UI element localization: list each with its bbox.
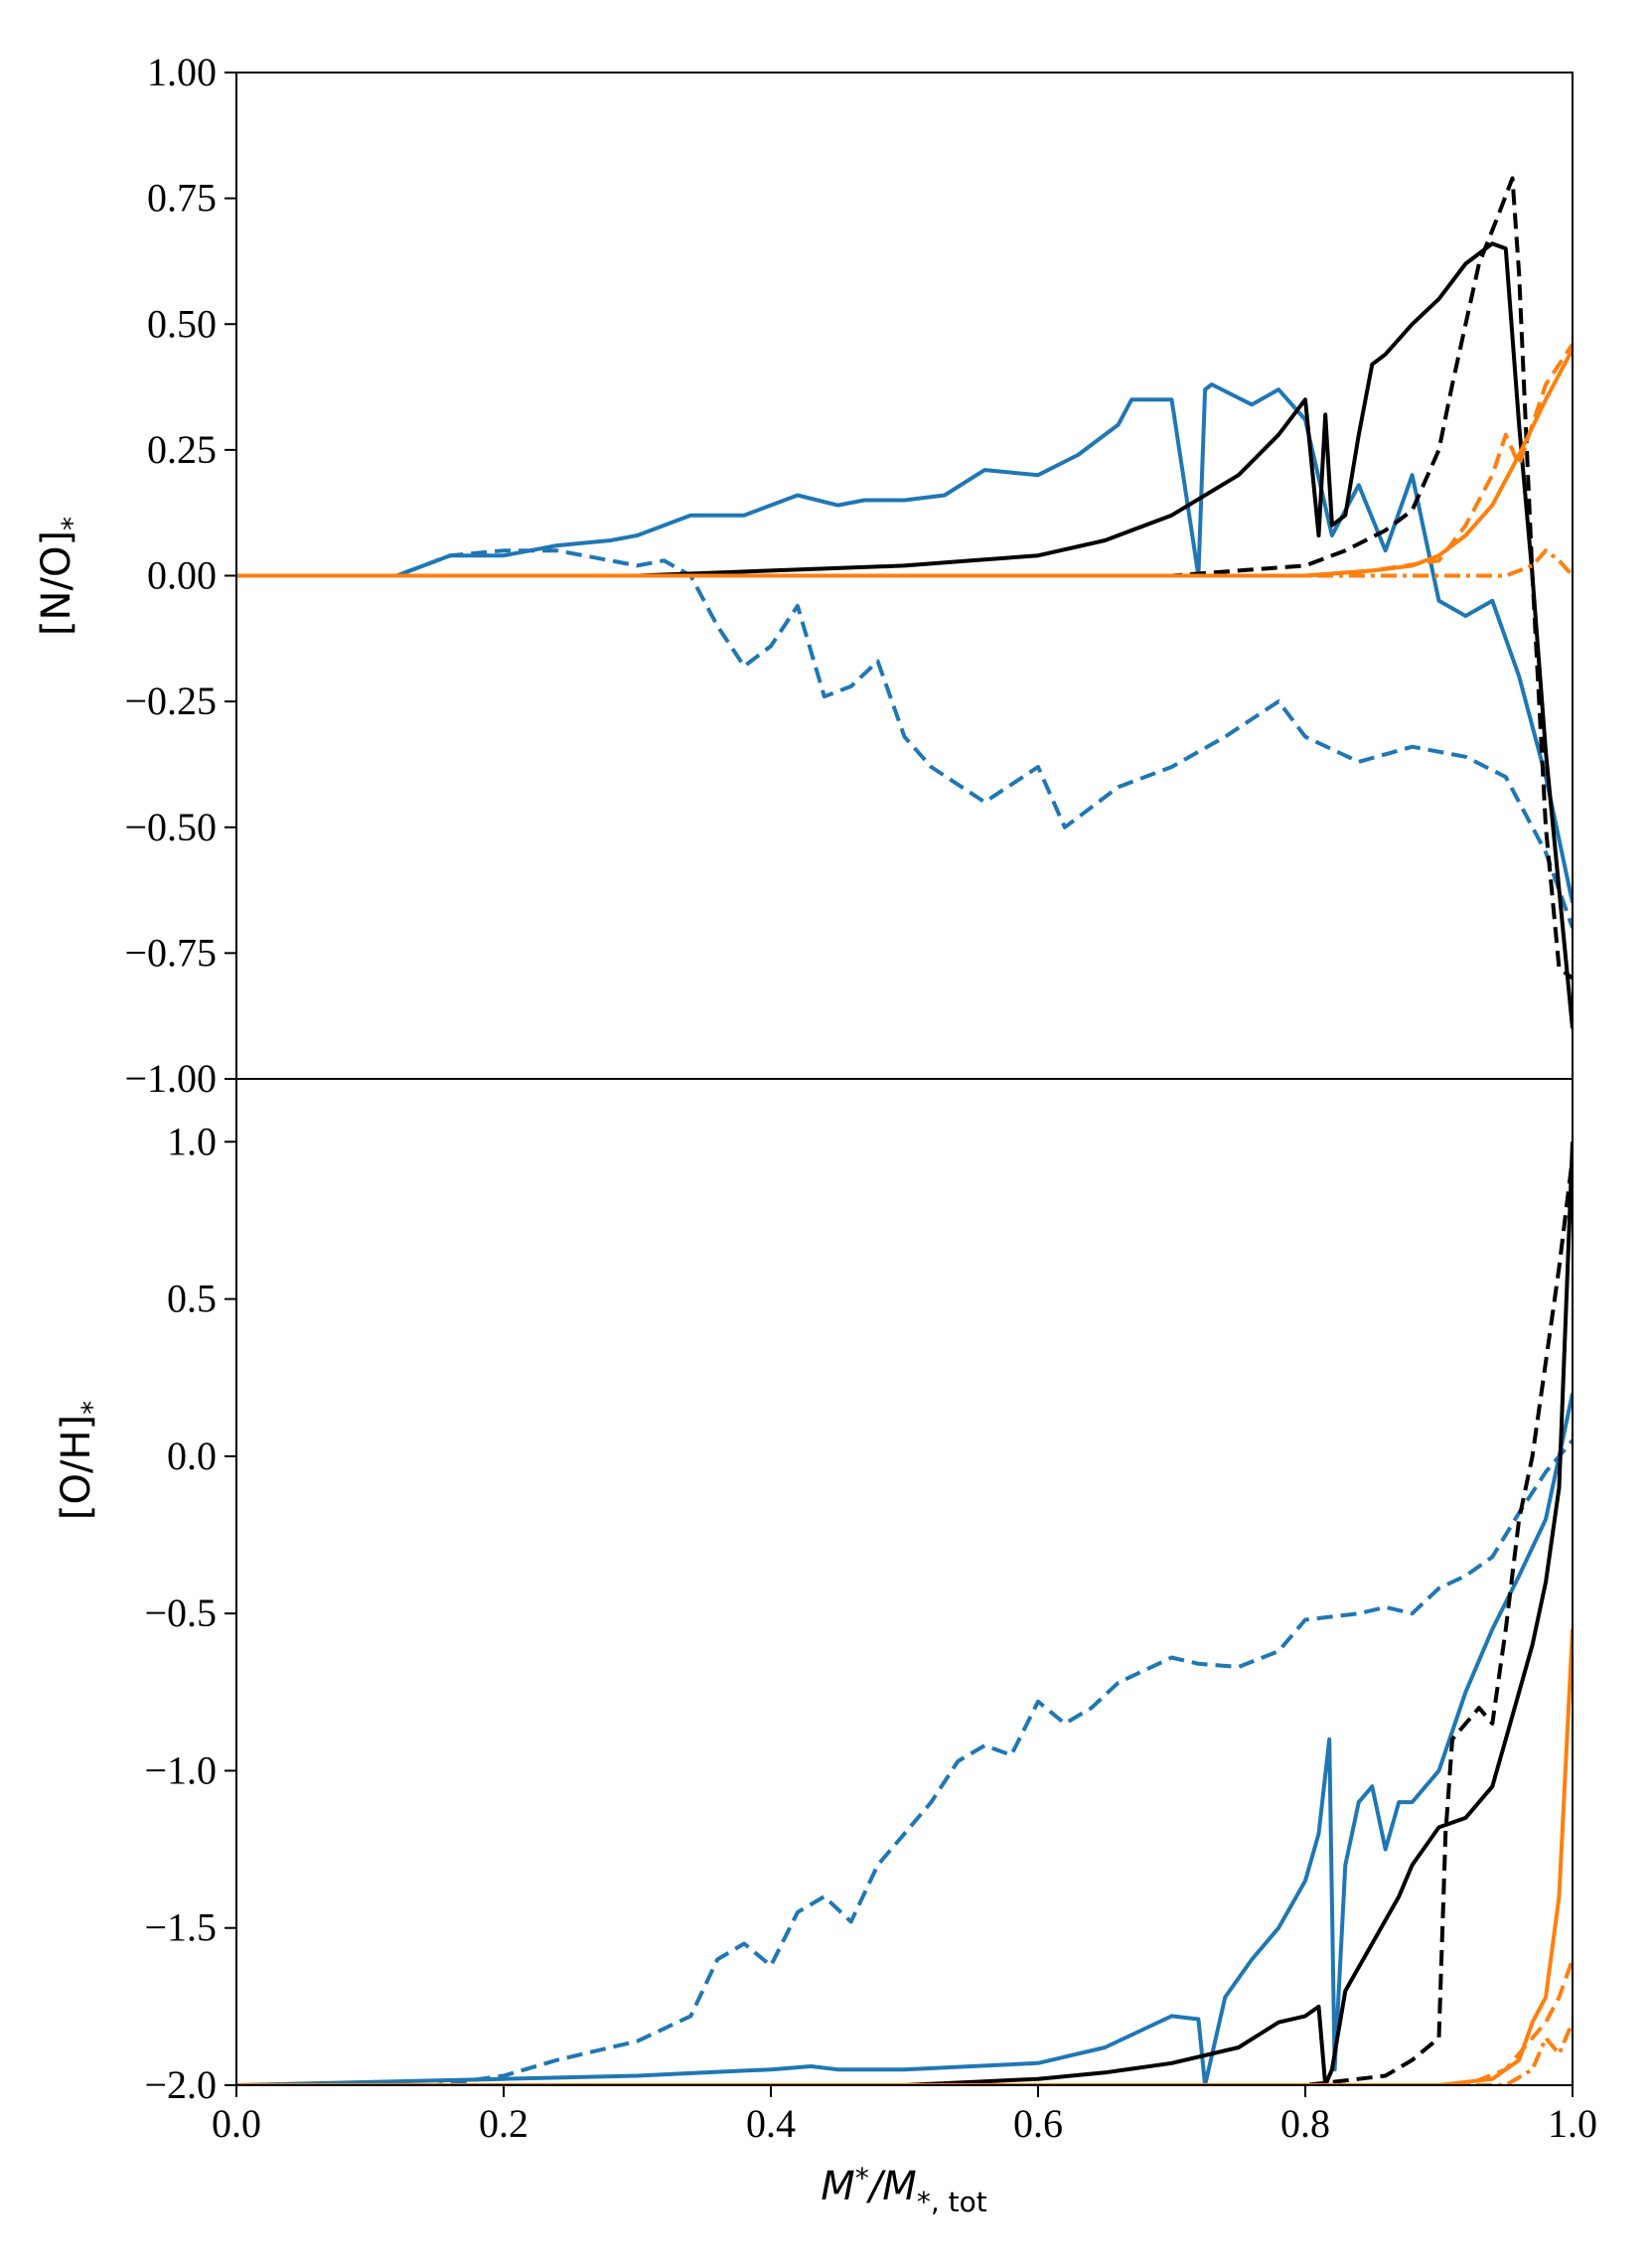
x-axis-label: M*/M*, tot	[821, 2162, 986, 2218]
series-line-top-orange-dashed	[236, 343, 1573, 578]
y-tick-label: −0.5	[144, 1590, 217, 1635]
y-tick-label: −2.0	[144, 2062, 217, 2107]
y-tick-label: −0.25	[124, 679, 217, 723]
y-tick-label: −1.5	[144, 1905, 217, 1950]
y-tick-label: 0.50	[147, 301, 217, 346]
series-line-top-black-dashed	[236, 176, 1573, 981]
y-tick-label: 1.00	[147, 50, 217, 94]
bottom-y-axis-label: [O/H]*	[54, 1401, 108, 1520]
top-y-axis-label: [N/O]*	[34, 517, 88, 636]
y-tick-label: 0.0	[167, 1434, 217, 1478]
y-tick-label: −1.00	[124, 1056, 217, 1101]
x-tick-label: 0.6	[1013, 2101, 1063, 2146]
bottom-panel-oxygen-hydrogen: 1.0 0.5 0.0 −0.5 −1.0 −1.5 −2.0 0.0 0.2 0.4 0.6 0.…	[54, 1078, 1597, 2218]
series-line-top-black-solid	[236, 241, 1573, 1029]
series-line-top-blue-solid	[236, 382, 1573, 904]
x-tick-label: 0.2	[479, 2101, 528, 2146]
series-line-bottom-orange-dashdot	[236, 2021, 1573, 2085]
y-tick-label: 0.25	[147, 427, 217, 472]
y-tick-label: −1.0	[144, 1747, 217, 1792]
y-tick-label: −0.75	[124, 930, 217, 975]
series-line-bottom-black-solid	[236, 1141, 1573, 2085]
y-tick-label: 0.75	[147, 176, 217, 221]
x-tick-label: 0.4	[746, 2101, 796, 2146]
series-line-bottom-orange-dashed	[236, 1958, 1573, 2085]
x-tick-label: 1.0	[1548, 2101, 1597, 2146]
x-tick-label: 0.8	[1280, 2101, 1330, 2146]
y-tick-label: 0.5	[167, 1277, 217, 1321]
series-line-bottom-black-dashed	[236, 1156, 1573, 2085]
y-tick-label: 0.00	[147, 553, 217, 598]
y-tick-label: −0.50	[124, 805, 217, 849]
series-line-bottom-blue-solid	[236, 1393, 1573, 2085]
y-tick-label: 1.0	[167, 1119, 217, 1163]
x-tick-label: 0.0	[212, 2101, 261, 2146]
top-panel-nitrogen-oxygen: 1.00 0.75 0.50 0.25 0.00 −0.25 −0.50 −0.75 −1.00…	[34, 50, 1574, 1101]
series-line-top-blue-dashed	[236, 548, 1573, 929]
bottom-plot-frame	[235, 1078, 1574, 2086]
series-line-bottom-blue-dashed	[236, 1438, 1573, 2085]
